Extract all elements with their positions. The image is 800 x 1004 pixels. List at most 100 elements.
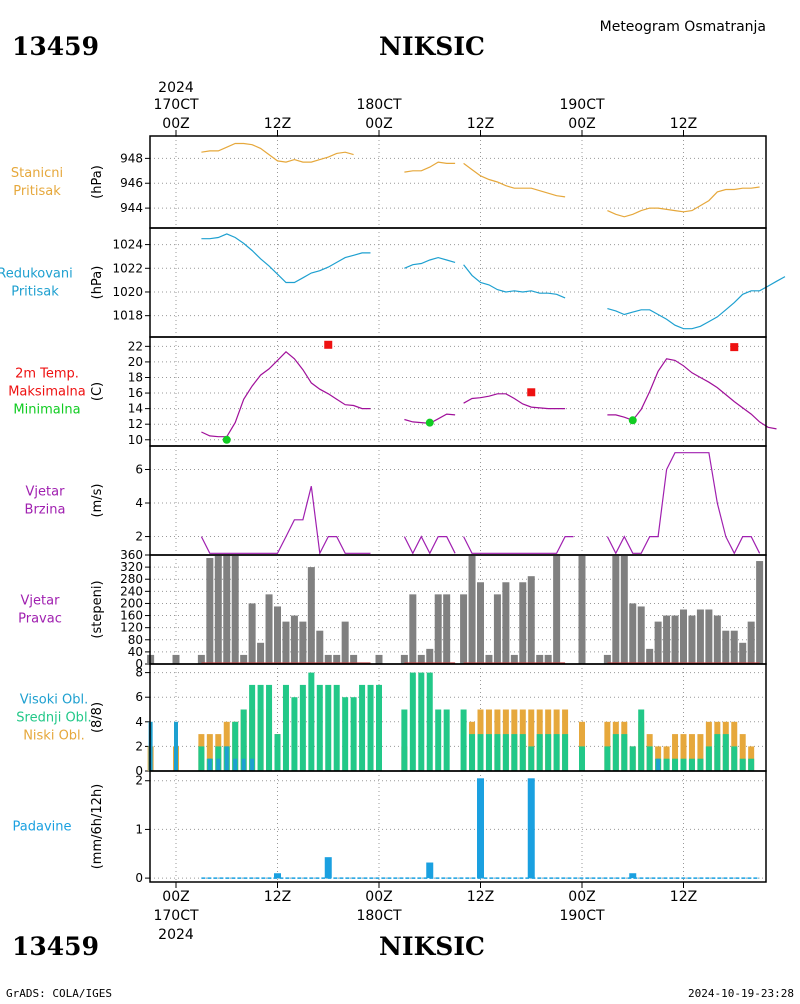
mid-cloud-bar	[477, 734, 484, 771]
y-tick-label: 0	[135, 871, 143, 885]
mid-cloud-bar	[418, 672, 425, 771]
direction-bar	[324, 654, 332, 664]
y-tick-label: 1024	[112, 238, 143, 252]
plot-area	[201, 778, 760, 879]
direction-bar	[485, 654, 493, 664]
y-axis-label: (C)	[90, 382, 105, 401]
plot-area	[147, 672, 755, 771]
direction-bar	[316, 630, 324, 664]
top-time-label: 00Z	[568, 116, 595, 132]
bottom-time-label: 00Z	[365, 889, 392, 905]
direction-bar	[400, 654, 408, 664]
top-time-label: 12Z	[467, 116, 494, 132]
high-cloud-bar	[233, 758, 238, 771]
direction-bar	[274, 606, 281, 664]
direction-bar	[257, 642, 265, 664]
low-cloud-bar	[688, 734, 695, 771]
direction-bar	[730, 630, 738, 664]
high-cloud-bar	[174, 721, 178, 771]
y-tick-label: 280	[120, 572, 143, 586]
panel-label: Pravac	[18, 612, 62, 627]
y-tick-label: 14	[128, 402, 143, 416]
direction-bar	[307, 567, 315, 664]
mid-cloud-bar	[443, 709, 450, 771]
direction-bar	[502, 582, 510, 664]
direction-bar	[206, 558, 214, 664]
direction-bar	[333, 654, 341, 664]
credit: GrADS: COLA/IGES	[6, 987, 112, 1000]
station-id: 13459	[12, 32, 99, 61]
panel-label: Visoki Obl.	[20, 693, 88, 708]
precip-bar	[629, 873, 637, 879]
mid-cloud-bar	[545, 734, 552, 771]
top-time-axis: 170CT 00Z 12Z 180CT 00Z 12Z 190CT 00Z 12Z	[153, 97, 697, 136]
top-time-label: 12Z	[670, 116, 697, 132]
mid-cloud-bar	[562, 734, 569, 771]
station-name: NIKSIC	[379, 32, 485, 61]
mid-cloud-bar	[680, 758, 687, 771]
y-axis-label: (8/8)	[90, 702, 105, 733]
direction-bar	[536, 654, 544, 664]
y-tick-label: 0	[135, 657, 143, 671]
mid-cloud-bar	[282, 684, 289, 771]
low-cloud-bar	[206, 734, 213, 771]
y-tick-label: 12	[128, 417, 143, 431]
low-cloud-bar	[739, 734, 746, 771]
series-line	[200, 486, 371, 556]
series-line	[463, 162, 566, 198]
y-tick-label: 320	[120, 560, 143, 574]
bottom-day-label: 190CT	[559, 908, 604, 924]
low-cloud-bar	[672, 734, 679, 771]
mid-cloud-bar	[266, 684, 273, 771]
panel-label: Vjetar	[21, 594, 61, 609]
series-line	[403, 535, 456, 555]
y-tick-label: 200	[120, 596, 143, 610]
bottom-time-axis: 00Z 170CT 12Z 00Z 180CT 12Z 00Z 190CT 12Z	[153, 882, 697, 924]
series-line	[463, 264, 566, 299]
series-line	[201, 350, 371, 438]
y-tick-label: 1022	[112, 261, 143, 275]
panel-vjetar-brzina: 2 4 6 (m/s) Vjetar Brzina	[25, 445, 767, 556]
mid-cloud-bar	[350, 697, 357, 771]
plot-area	[201, 142, 760, 218]
low-cloud-bar	[697, 734, 704, 771]
high-cloud-bar	[207, 758, 212, 771]
series-line	[201, 142, 354, 163]
product-title: Meteogram Osmatranja	[600, 19, 766, 35]
bottom-time-label: 00Z	[162, 889, 189, 905]
direction-bar	[350, 654, 358, 664]
y-tick-label: 1	[135, 822, 143, 836]
mid-cloud-bar	[579, 746, 585, 771]
direction-bar	[671, 615, 679, 664]
direction-bar	[231, 555, 239, 664]
y-tick-label: 4	[135, 496, 143, 510]
direction-bar	[282, 621, 290, 664]
y-tick-label: 944	[120, 201, 143, 215]
y-tick-label: 8	[135, 666, 143, 680]
mid-cloud-bar	[688, 758, 695, 771]
mid-cloud-bar	[672, 758, 679, 771]
mid-cloud-bar	[502, 734, 509, 771]
panel-label: Stanicni	[11, 166, 63, 181]
direction-bar	[299, 621, 307, 664]
y-tick-label: 18	[128, 370, 143, 384]
mid-cloud-bar	[249, 684, 256, 771]
direction-bar	[341, 621, 349, 664]
footer-station-name: NIKSIC	[379, 932, 485, 961]
high-cloud-bar	[241, 758, 246, 771]
direction-bar	[688, 615, 696, 664]
y-axis-label: (stepeni)	[90, 580, 105, 638]
y-tick-label: 40	[128, 645, 143, 659]
y-tick-label: 360	[120, 548, 143, 562]
mid-cloud-bar	[325, 684, 332, 771]
direction-bar	[426, 648, 434, 664]
mid-cloud-bar	[714, 734, 721, 771]
bottom-time-label: 12Z	[467, 889, 494, 905]
direction-bar	[544, 654, 552, 664]
mid-cloud-bar	[494, 734, 501, 771]
y-tick-label: 2	[135, 774, 143, 788]
